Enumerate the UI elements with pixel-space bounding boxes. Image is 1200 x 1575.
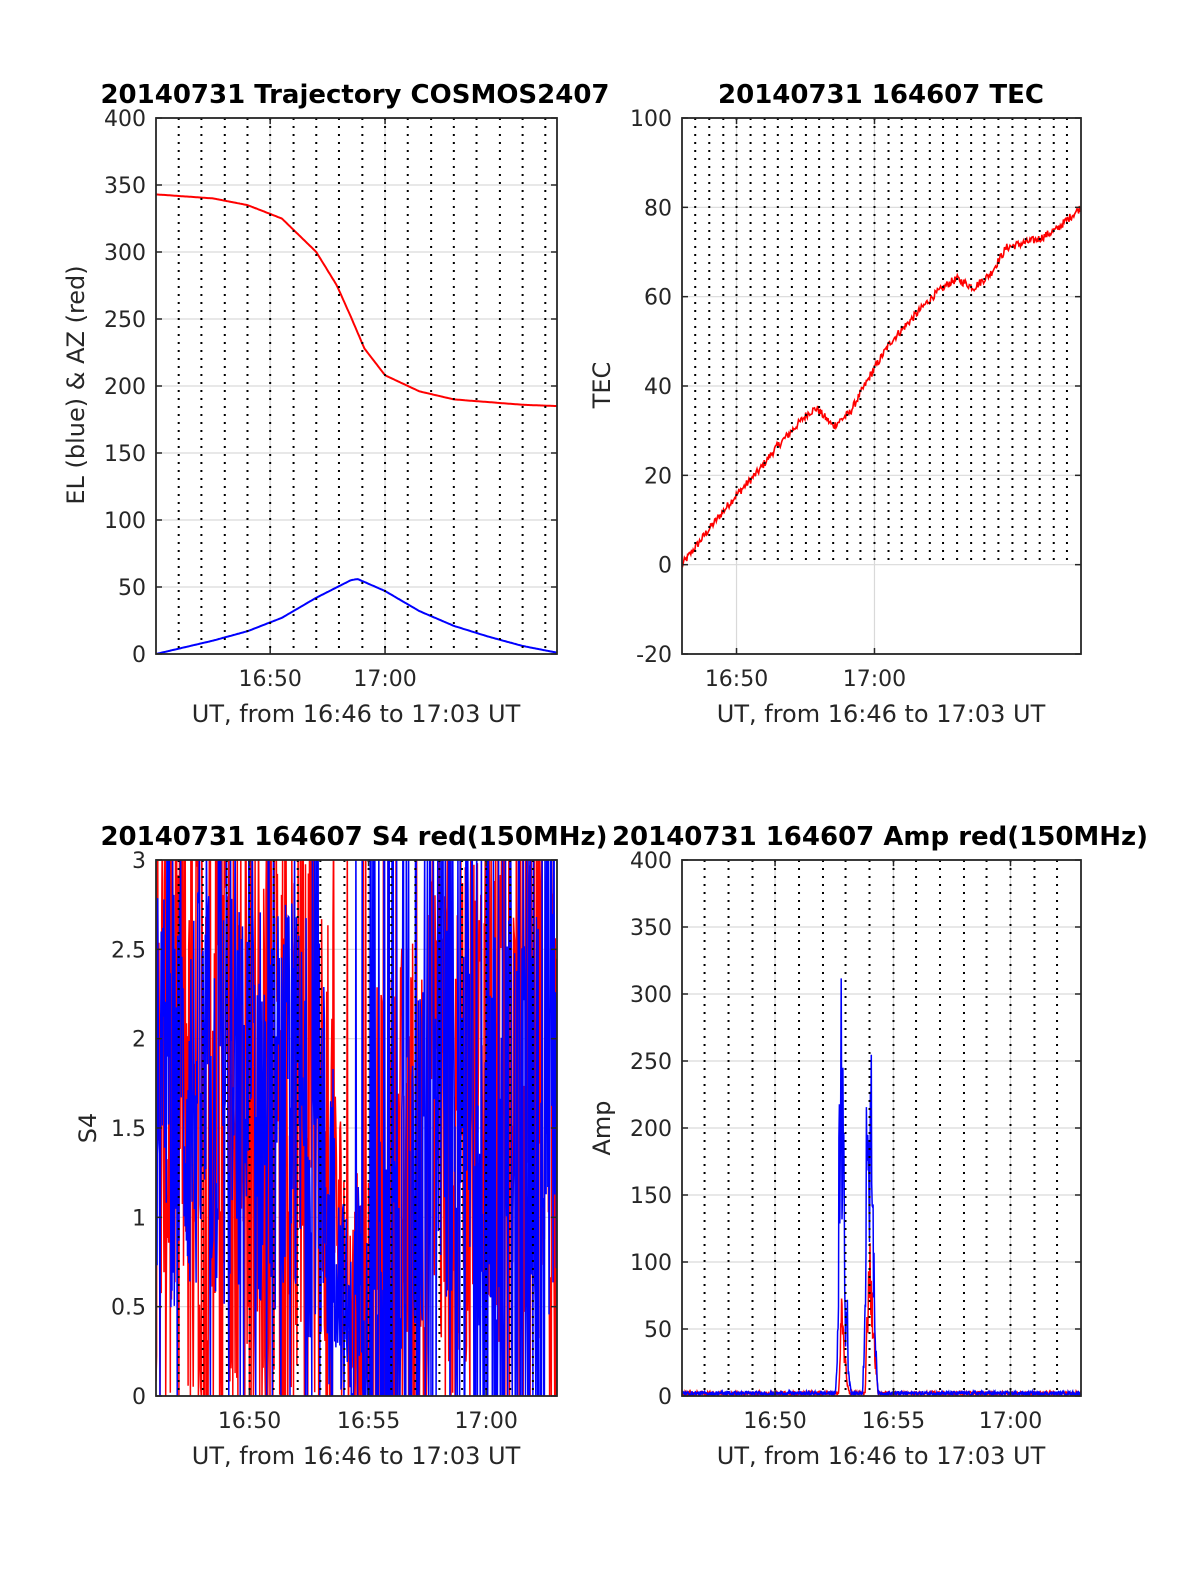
blue-s4-series-line	[156, 860, 557, 1396]
y-tick-label: 0	[132, 1385, 146, 1410]
tec-panel: 20140731 164607 TEC -20 0 20 40 60 80 100 16:50…	[588, 80, 1082, 728]
y-tick-label: 350	[630, 916, 672, 941]
y-tick-label: 100	[104, 509, 146, 534]
y-tick-label: 50	[644, 1318, 672, 1343]
y-tick-label: 250	[630, 1050, 672, 1075]
trajectory-plot-area: 0 50 100 150 200 250 300 350 400 16:50 17:00	[104, 107, 558, 692]
x-tick-label: 16:50	[218, 1409, 281, 1434]
y-tick-label: -20	[636, 643, 672, 668]
s4-plot-area: 0 0.5 1 1.5 2 2.5 3 16:50 16:55 17:00	[111, 849, 558, 1434]
y-tick-label: 150	[630, 1184, 672, 1209]
y-tick-label: 1.5	[111, 1117, 146, 1142]
amp-ylabel: Amp	[588, 1100, 616, 1155]
y-tick-label: 0	[658, 554, 672, 579]
amp-panel: 20140731 164607 Amp red(150MHz) 0 50 100 15…	[588, 822, 1148, 1470]
x-tick-label: 16:50	[743, 1409, 806, 1434]
y-tick-label: 60	[644, 286, 672, 311]
y-tick-label: 200	[104, 375, 146, 400]
y-tick-label: 2.5	[111, 938, 146, 963]
blue-amp-series-line	[682, 978, 1081, 1396]
x-tick-label: 16:50	[705, 667, 768, 692]
y-tick-label: 3	[132, 849, 146, 874]
red-series-line	[156, 193, 557, 408]
s4-ylabel: S4	[74, 1113, 102, 1144]
y-tick-label: 300	[630, 983, 672, 1008]
tec-xlabel: UT, from 16:46 to 17:03 UT	[717, 700, 1046, 728]
x-tick-label: 17:00	[979, 1409, 1042, 1434]
y-tick-label: 300	[104, 241, 146, 266]
y-tick-label: 350	[104, 174, 146, 199]
x-tick-label: 17:00	[353, 667, 416, 692]
s4-title: 20140731 164607 S4 red(150MHz)	[100, 822, 607, 852]
y-tick-label: 100	[630, 1251, 672, 1276]
trajectory-title: 20140731 Trajectory COSMOS2407	[100, 80, 609, 110]
tec-title: 20140731 164607 TEC	[718, 80, 1044, 110]
tec-ylabel: TEC	[588, 362, 616, 410]
s4-panel: 20140731 164607 S4 red(150MHz) 0 0.5 1 1.5 2…	[74, 822, 608, 1470]
x-tick-label: 17:00	[454, 1409, 517, 1434]
y-tick-label: 40	[644, 375, 672, 400]
tec-plot-area: -20 0 20 40 60 80 100 16:50 17:00	[630, 107, 1082, 692]
trajectory-ylabel: EL (blue) & AZ (red)	[62, 265, 90, 504]
x-tick-label: 17:00	[843, 667, 906, 692]
tec-series-line	[682, 205, 1081, 568]
y-tick-label: 150	[104, 442, 146, 467]
y-tick-label: 20	[644, 464, 672, 489]
y-tick-label: 0	[658, 1385, 672, 1410]
y-tick-label: 100	[630, 107, 672, 132]
x-tick-label: 16:55	[862, 1409, 925, 1434]
amp-plot-area: 0 50 100 150 200 250 300 350 400 16:50 16:55 17:00	[630, 849, 1082, 1434]
y-tick-label: 0	[132, 643, 146, 668]
y-tick-label: 400	[104, 107, 146, 132]
trajectory-xlabel: UT, from 16:46 to 17:03 UT	[192, 700, 521, 728]
y-tick-label: 2	[132, 1028, 146, 1053]
blue-series-line	[156, 578, 557, 654]
y-tick-label: 80	[644, 196, 672, 221]
x-tick-label: 16:50	[238, 667, 301, 692]
trajectory-panel: 20140731 Trajectory COSMOS2407 0 50 100 150…	[62, 80, 610, 728]
y-tick-label: 1	[132, 1206, 146, 1231]
y-tick-label: 400	[630, 849, 672, 874]
amp-xlabel: UT, from 16:46 to 17:03 UT	[717, 1442, 1046, 1470]
s4-xlabel: UT, from 16:46 to 17:03 UT	[192, 1442, 521, 1470]
x-tick-label: 16:55	[337, 1409, 400, 1434]
amp-title: 20140731 164607 Amp red(150MHz)	[612, 822, 1148, 852]
y-tick-label: 200	[630, 1117, 672, 1142]
y-tick-label: 250	[104, 308, 146, 333]
y-tick-label: 50	[118, 576, 146, 601]
y-tick-label: 0.5	[111, 1296, 146, 1321]
